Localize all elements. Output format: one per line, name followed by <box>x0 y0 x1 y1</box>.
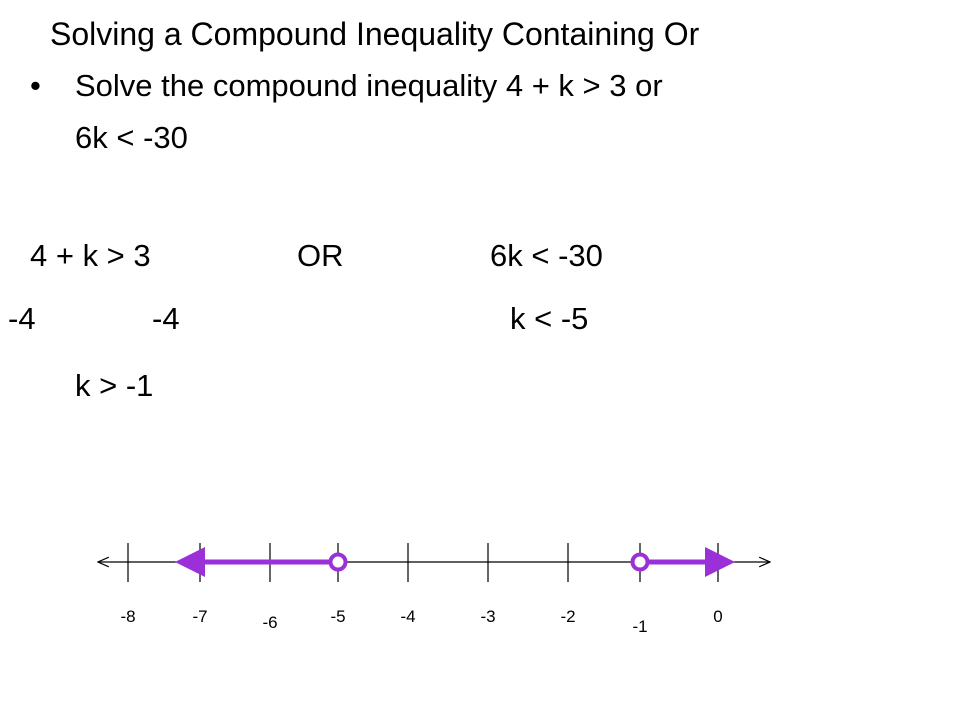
step: k > -1 <box>75 368 154 403</box>
tick-label: -5 <box>330 607 345 626</box>
open-circle <box>630 552 650 572</box>
tick-label: 0 <box>713 607 722 626</box>
tick-label: -6 <box>262 613 277 632</box>
step: 4 + k > 3 <box>30 238 151 273</box>
step: OR <box>297 238 344 273</box>
bullet-dot: • <box>30 68 41 103</box>
open-circle <box>328 552 348 572</box>
step: -4 <box>152 301 180 336</box>
tick-label: -3 <box>480 607 495 626</box>
title: Solving a Compound Inequality Containing… <box>50 16 700 52</box>
step: -4 <box>8 301 36 336</box>
tick-label: -2 <box>560 607 575 626</box>
tick-label: -7 <box>192 607 207 626</box>
tick-label: -1 <box>632 617 647 636</box>
tick-label: -4 <box>400 607 415 626</box>
step: k < -5 <box>510 301 589 336</box>
bullet-text: 6k < -30 <box>75 120 188 155</box>
tick-label: -8 <box>120 607 135 626</box>
step: 6k < -30 <box>490 238 603 273</box>
bullet-text: Solve the compound inequality 4 + k > 3 … <box>75 68 663 103</box>
